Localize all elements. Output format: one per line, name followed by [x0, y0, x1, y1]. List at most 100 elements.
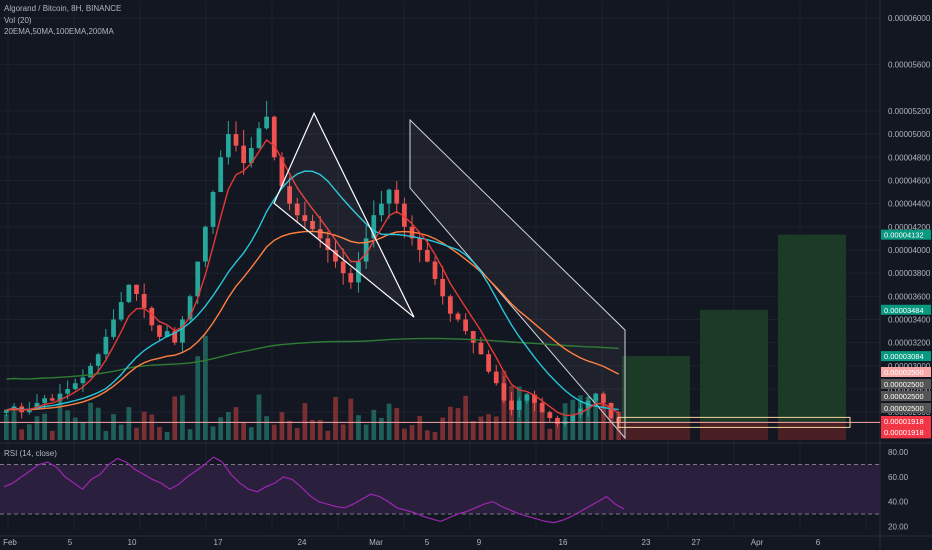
volume-bar — [34, 416, 40, 440]
candle-body — [486, 354, 491, 372]
price-label-text: 0.00003084 — [884, 352, 924, 361]
candle-body — [26, 408, 32, 413]
time-axis-tick: 5 — [425, 538, 430, 547]
price-label-text: 0.00002500 — [884, 404, 924, 413]
rsi-band-fill — [0, 464, 880, 514]
time-axis-tick: 24 — [298, 538, 307, 547]
candle-body — [72, 383, 78, 390]
rsi-axis-tick: 20.00 — [888, 522, 909, 531]
price-axis-tick: 0.00004200 — [888, 223, 931, 232]
volume-bar — [95, 407, 101, 440]
volume-legend: Vol (20) — [4, 16, 32, 25]
candle-body — [547, 412, 553, 418]
volume-bar — [440, 417, 446, 440]
volume-bar — [65, 410, 70, 440]
take-profit-zone — [778, 234, 846, 423]
rsi-axis-tick: 40.00 — [888, 498, 909, 507]
ema-legend: 20EMA,50MA,100EMA,200MA — [4, 27, 114, 36]
candle-body — [164, 331, 170, 337]
candle-body — [493, 371, 499, 384]
volume-bar — [203, 335, 208, 440]
volume-bar — [463, 395, 469, 440]
volume-bar — [402, 428, 407, 440]
volume-bar — [233, 407, 239, 440]
volume-bar — [524, 393, 530, 440]
volume-bar — [57, 398, 63, 440]
candle-body — [455, 313, 461, 320]
price-axis-tick: 0.00006000 — [888, 14, 931, 23]
volume-bar — [134, 427, 139, 440]
volume-bar — [11, 411, 17, 440]
take-profit-zone — [700, 309, 768, 423]
price-axis-tick: 0.00004400 — [888, 200, 931, 209]
time-axis-tick: 27 — [692, 538, 701, 547]
rising-wedge — [273, 111, 415, 318]
candle-body — [432, 261, 438, 279]
volume-bar — [42, 413, 48, 440]
candle-body — [95, 354, 101, 366]
price-label-tag — [881, 416, 931, 426]
volume-bar — [271, 424, 277, 440]
volume-bar — [279, 412, 285, 440]
candle-body — [180, 319, 185, 343]
volume-bar — [417, 415, 423, 440]
time-axis-tick: Feb — [3, 538, 17, 547]
price-label-tag — [881, 304, 931, 315]
volume-bar — [72, 417, 78, 440]
time-axis-tick: 10 — [128, 538, 137, 547]
volume-bar — [340, 424, 346, 440]
candle-body — [172, 331, 178, 343]
candle-body — [103, 336, 109, 355]
candle-body — [248, 148, 254, 164]
entry-box — [617, 416, 851, 428]
candle-body — [195, 261, 201, 297]
candle-body — [379, 203, 384, 216]
price-axis-tick: 0.00005000 — [888, 130, 931, 139]
volume-bar — [409, 425, 415, 440]
candle-body — [4, 409, 9, 413]
volume-bar — [103, 430, 109, 440]
candle-body — [478, 342, 484, 355]
time-axis-tick: 17 — [214, 538, 223, 547]
candle-body — [424, 249, 430, 262]
volume-bar — [371, 409, 377, 440]
ema100-line — [6, 230, 620, 411]
price-axis-tick: 0.00004800 — [888, 153, 931, 162]
rsi-line — [3, 456, 625, 524]
candle-body — [310, 221, 315, 230]
candle-body — [88, 365, 93, 378]
volume-bar — [501, 370, 507, 440]
volume-bar — [149, 414, 155, 440]
volume-bar — [547, 428, 553, 440]
price-label-text: 0.00002500 — [884, 380, 924, 389]
candle-body — [157, 325, 162, 337]
volume-bar — [593, 399, 599, 440]
candle-body — [317, 229, 323, 239]
volume-bar — [210, 426, 216, 440]
volume-bar — [455, 408, 461, 440]
stop-loss-zone — [778, 422, 846, 440]
ma50-line — [6, 170, 619, 411]
candle-body — [348, 273, 354, 283]
volume-bar — [180, 395, 185, 440]
candle-body — [57, 393, 63, 401]
price-label-tag — [881, 351, 931, 362]
candle-body — [325, 238, 331, 250]
candle-body — [363, 238, 369, 262]
candle-body — [233, 134, 239, 146]
candle-body — [402, 203, 407, 227]
volume-bar — [118, 424, 124, 440]
price-axis-tick: 0.00004600 — [888, 176, 931, 185]
candle-body — [302, 215, 308, 221]
candle-body — [49, 398, 55, 401]
candle-body — [394, 189, 400, 204]
price-label-tag — [881, 367, 931, 377]
volume-bar — [164, 431, 170, 440]
volume-bar — [172, 396, 178, 440]
volume-bar — [310, 419, 315, 440]
candle-body — [287, 186, 292, 204]
price-axis-tick: 0.00005600 — [888, 61, 931, 70]
